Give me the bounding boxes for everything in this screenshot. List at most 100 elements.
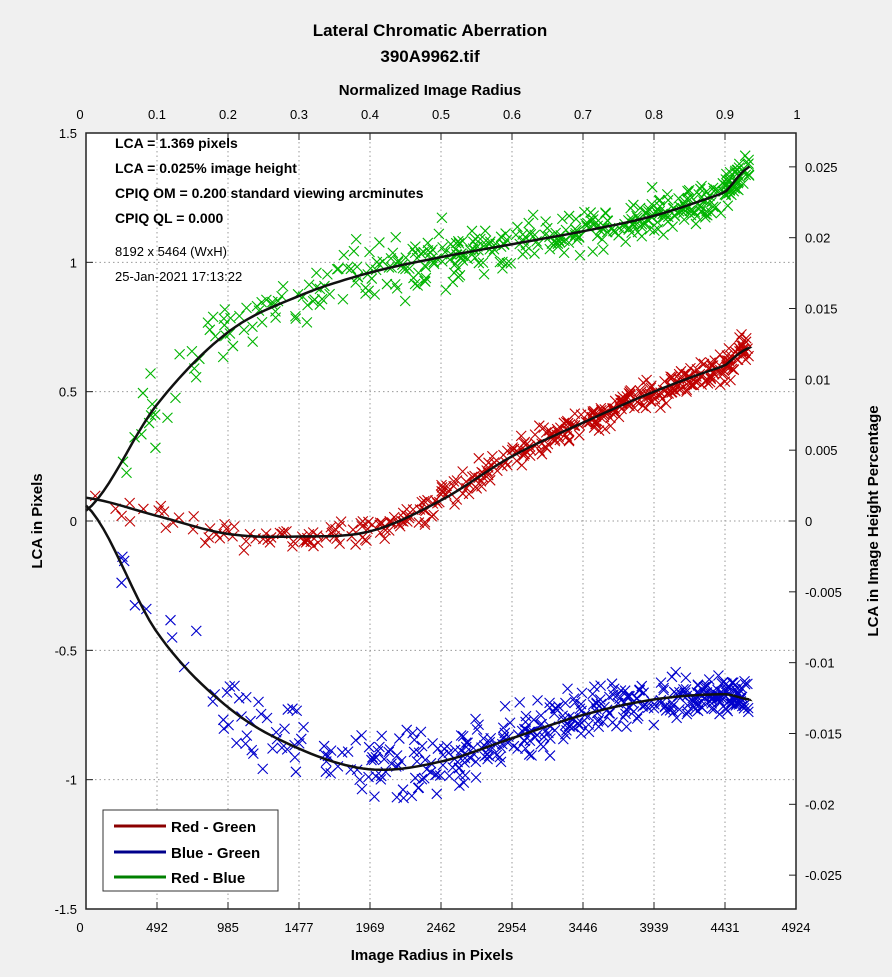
data-point-marker [635, 220, 647, 232]
data-point-marker [199, 537, 211, 549]
data-point-marker [264, 536, 276, 548]
data-point-marker [386, 758, 397, 770]
x-tick-label: 1969 [356, 920, 385, 935]
data-point-marker [739, 678, 751, 690]
data-point-marker [460, 737, 472, 748]
data-point-marker [298, 721, 309, 733]
data-point-marker [360, 288, 371, 300]
data-point-marker [369, 791, 380, 803]
data-point-marker [419, 519, 431, 531]
data-point-marker [710, 184, 722, 195]
data-point-marker [554, 434, 566, 446]
data-point-marker [174, 348, 186, 360]
x-axis-label: Image Radius in Pixels [351, 947, 514, 964]
data-point-marker [703, 674, 715, 685]
data-point-marker [350, 233, 362, 245]
data-point-marker [451, 475, 463, 486]
data-point-marker [170, 392, 181, 404]
chart-subtitle: 390A9962.tif [380, 47, 480, 66]
data-point-marker [186, 345, 198, 357]
data-point-marker [224, 328, 236, 339]
data-point-marker [466, 225, 478, 237]
data-point-marker [520, 716, 531, 728]
data-point-marker [369, 289, 381, 300]
fit-curve-2 [85, 165, 751, 512]
data-point-marker [453, 780, 465, 792]
data-point-marker [150, 442, 161, 454]
data-point-marker [419, 516, 431, 528]
data-point-marker [516, 459, 528, 471]
y-tick-label: -1 [65, 773, 77, 788]
data-point-marker [605, 420, 616, 432]
data-point-marker [116, 510, 127, 522]
data-point-marker [240, 535, 252, 547]
data-point-marker [477, 257, 489, 269]
data-point-marker [287, 540, 298, 552]
data-point-marker [591, 698, 602, 710]
data-point-marker [573, 232, 585, 243]
data-point-marker [190, 371, 202, 383]
data-point-marker [743, 169, 755, 181]
data-point-marker [529, 429, 541, 441]
data-point-marker [470, 713, 481, 725]
data-point-marker [422, 494, 433, 506]
data-point-marker [241, 302, 252, 314]
data-point-marker [640, 402, 652, 414]
annotation-cpiq-ql: CPIQ QL = 0.000 [115, 210, 224, 226]
data-point-marker [229, 680, 240, 692]
data-point-marker [350, 539, 361, 550]
annotation-cpiq-om: CPIQ OM = 0.200 standard viewing arcminu… [115, 185, 424, 201]
data-point-marker [457, 235, 469, 247]
data-point-marker [341, 262, 353, 274]
data-point-marker [641, 374, 653, 386]
data-point-marker [629, 402, 640, 414]
data-point-marker [428, 258, 440, 270]
data-point-marker [462, 253, 474, 265]
data-point-marker [448, 475, 460, 487]
top-tick-label: 0.6 [503, 107, 521, 122]
data-point-marker [670, 666, 682, 678]
data-point-marker [740, 354, 752, 366]
data-point-marker [609, 226, 621, 238]
x-tick-label: 4431 [711, 920, 740, 935]
data-point-marker [160, 522, 172, 534]
data-point-marker [253, 696, 264, 708]
data-point-marker [256, 316, 268, 328]
data-point-marker [399, 295, 411, 307]
data-point-marker [290, 310, 301, 322]
data-point-marker [390, 231, 402, 243]
data-point-marker [536, 448, 548, 460]
data-point-marker [218, 313, 230, 325]
data-point-marker [449, 499, 460, 510]
data-point-marker [529, 248, 540, 259]
data-point-marker [713, 670, 724, 681]
data-point-marker [658, 684, 669, 696]
data-point-marker [350, 277, 362, 288]
legend[interactable]: Red - Green Blue - Green Red - Blue [102, 809, 279, 892]
data-point-marker [671, 712, 683, 724]
data-point-marker [690, 218, 702, 230]
data-point-marker [289, 751, 301, 763]
data-point-marker [497, 256, 508, 268]
data-point-marker [596, 233, 608, 245]
data-point-marker [437, 241, 449, 253]
data-point-marker [593, 425, 605, 436]
data-point-marker [636, 218, 648, 230]
data-point-marker [217, 351, 229, 363]
x-tick-label: 1477 [285, 920, 314, 935]
data-point-marker [682, 706, 694, 718]
data-point-marker [374, 237, 385, 248]
data-point-marker [655, 677, 667, 689]
data-point-marker [696, 180, 707, 192]
data-point-marker [408, 734, 420, 746]
data-point-marker [470, 772, 482, 783]
data-point-marker [307, 295, 319, 307]
data-point-marker [698, 358, 710, 370]
data-point-marker [356, 783, 368, 795]
data-point-marker [395, 755, 407, 767]
data-point-marker [453, 238, 465, 249]
y-tick-label: 0.5 [59, 385, 77, 400]
data-point-marker [324, 288, 335, 300]
data-point-marker [606, 678, 618, 690]
chart-title: Lateral Chromatic Aberration [313, 21, 548, 40]
